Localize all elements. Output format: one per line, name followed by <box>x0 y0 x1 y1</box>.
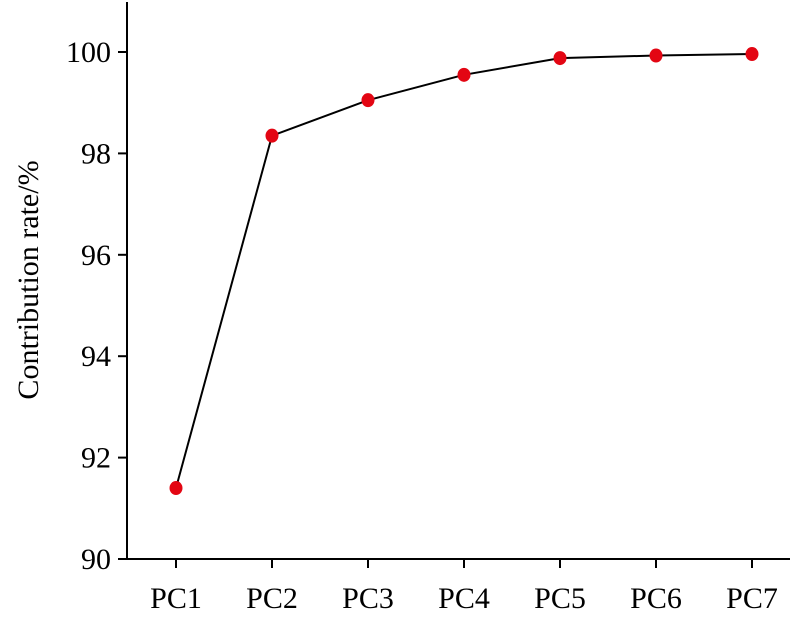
y-tick-label: 96 <box>81 239 111 272</box>
y-tick-label: 94 <box>81 340 111 373</box>
series-markers <box>169 47 759 496</box>
x-tick-label: PC2 <box>246 582 298 615</box>
chart-axes <box>126 2 790 560</box>
x-axis-ticks: PC1 PC2 PC3 PC4 PC5 PC6 PC7 <box>150 559 778 615</box>
x-tick-label: PC5 <box>534 582 586 615</box>
data-point-pc3 <box>361 93 375 108</box>
x-tick-label: PC4 <box>438 582 490 615</box>
data-point-pc2 <box>265 128 279 143</box>
y-axis-title: Contribution rate/% <box>12 160 45 399</box>
data-point-pc6 <box>649 48 663 63</box>
y-tick-label: 92 <box>81 442 111 475</box>
series-line <box>175 53 753 489</box>
y-tick-label: 90 <box>81 543 111 576</box>
x-tick-label: PC1 <box>150 582 202 615</box>
data-point-pc4 <box>457 67 471 82</box>
x-tick-label: PC3 <box>342 582 394 615</box>
data-point-pc5 <box>553 51 567 66</box>
x-tick-label: PC6 <box>630 582 682 615</box>
data-point-pc7 <box>745 47 759 62</box>
y-tick-label: 98 <box>81 137 111 170</box>
x-tick-label: PC7 <box>726 582 778 615</box>
y-tick-label: 100 <box>66 36 111 69</box>
data-point-pc1 <box>169 481 183 496</box>
y-axis-ticks: 90 92 94 96 98 100 <box>66 36 127 576</box>
